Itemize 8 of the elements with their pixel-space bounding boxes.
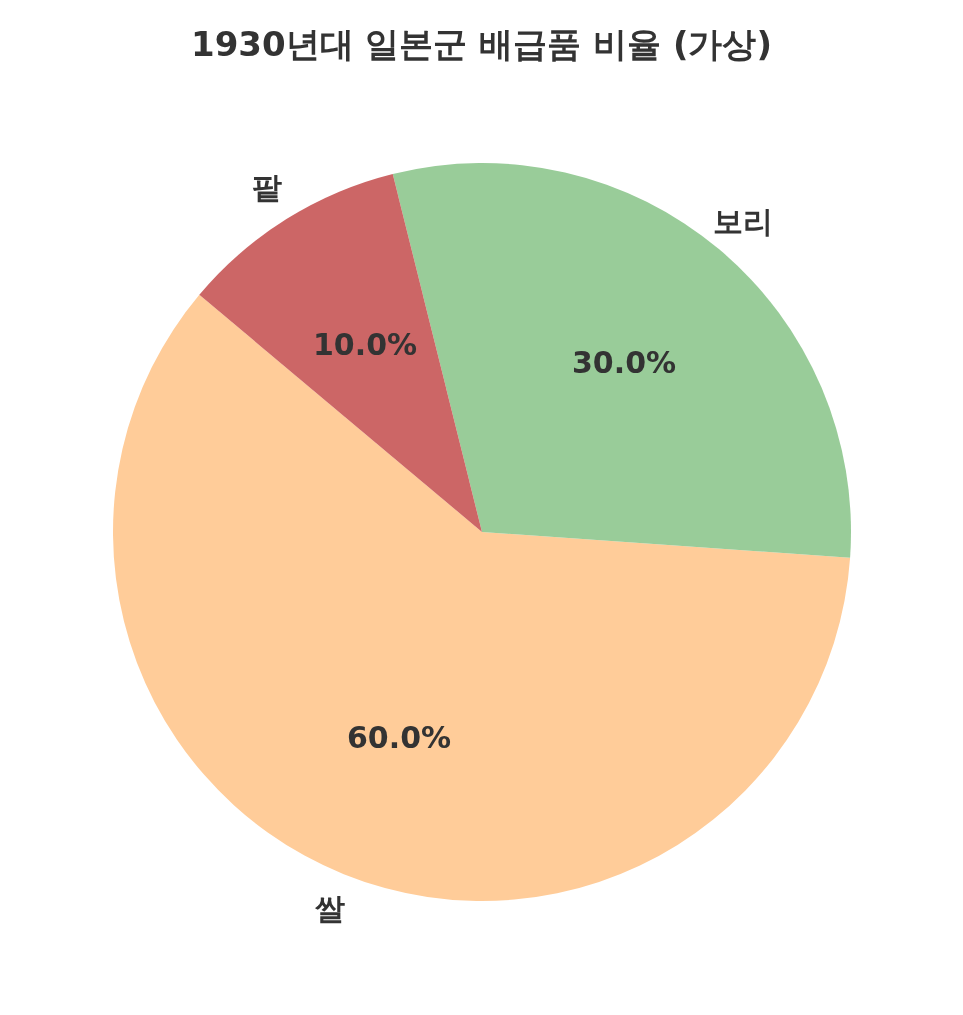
data-label: 60.0% bbox=[347, 720, 452, 755]
slice-label: 보리 bbox=[713, 204, 773, 239]
pie-slice bbox=[199, 173, 482, 532]
data-label: 30.0% bbox=[572, 345, 677, 380]
slice-label: 쌀 bbox=[315, 891, 345, 926]
slice-label: 팥 bbox=[252, 170, 282, 205]
data-label: 10.0% bbox=[313, 327, 418, 362]
chart-title: 1930년대 일본군 배급품 비율 (가상) bbox=[190, 23, 773, 64]
